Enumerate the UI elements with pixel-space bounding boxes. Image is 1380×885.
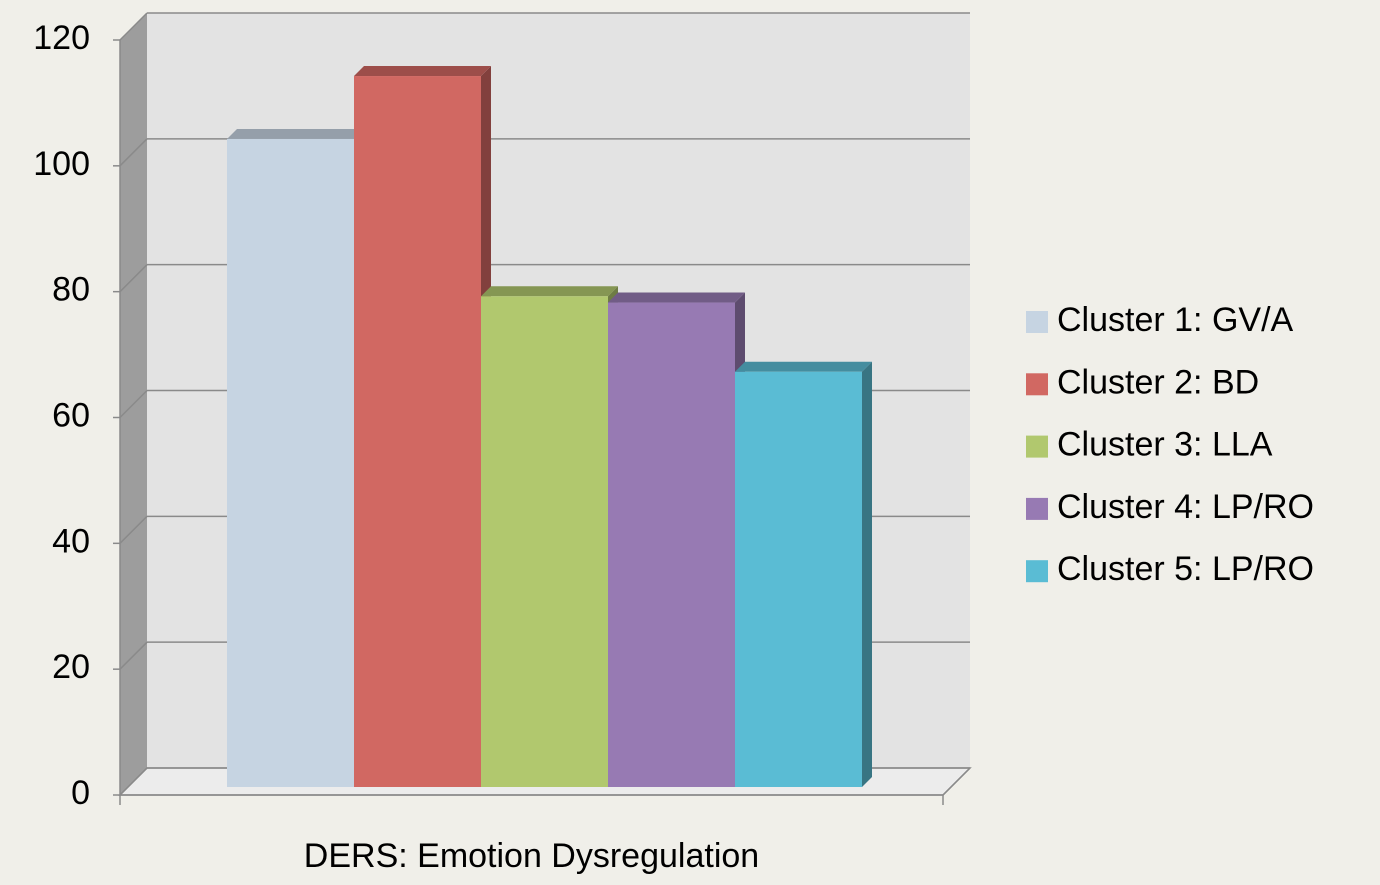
y-tick-label: 80 <box>52 271 90 309</box>
top-edge <box>942 767 971 796</box>
side-grid-line <box>119 767 148 796</box>
bar-top <box>354 66 491 77</box>
y-tick-label: 40 <box>52 522 90 560</box>
y-tick-label: 120 <box>33 19 90 57</box>
bar-top <box>227 128 364 139</box>
bar-side <box>862 361 872 787</box>
bar <box>227 138 354 788</box>
legend-label: Cluster 1: GV/A <box>1057 301 1294 339</box>
side-grid-line <box>119 641 148 670</box>
bar-top <box>608 292 745 303</box>
legend-swatch <box>1026 560 1048 583</box>
bar-top <box>735 361 872 372</box>
y-tick-label: 60 <box>52 396 90 434</box>
y-tick-label: 0 <box>71 774 90 812</box>
legend-swatch <box>1026 435 1048 458</box>
legend-label: Cluster 3: LLA <box>1057 426 1273 464</box>
legend-swatch <box>1026 497 1048 520</box>
y-tick-label: 100 <box>33 145 90 183</box>
side-grid-line <box>119 138 148 167</box>
legend-label: Cluster 4: LP/RO <box>1057 488 1314 526</box>
legend-label: Cluster 5: LP/RO <box>1057 550 1314 588</box>
legend-swatch <box>1026 311 1048 333</box>
side-grid-line <box>119 515 148 544</box>
bar <box>481 296 608 787</box>
bar-top <box>481 286 618 297</box>
bar <box>608 302 735 787</box>
legend-label: Cluster 2: BD <box>1057 363 1259 401</box>
legend-swatch <box>1026 373 1048 396</box>
bar <box>354 76 481 787</box>
y-tick-label: 20 <box>52 648 90 686</box>
bar <box>735 371 862 787</box>
side-grid-line <box>119 12 148 41</box>
x-tick-label: DERS: Emotion Dysregulation <box>304 837 759 875</box>
side-grid-line <box>119 389 148 419</box>
side-grid-line <box>119 264 148 293</box>
